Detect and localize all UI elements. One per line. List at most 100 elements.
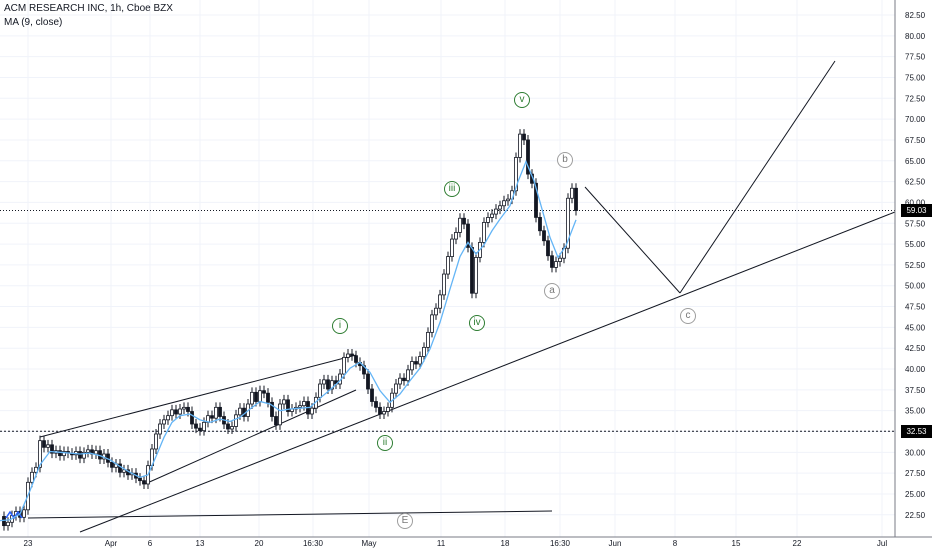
candle-body <box>194 423 198 429</box>
candle-body <box>154 433 158 450</box>
x-tick-label: May <box>361 539 376 548</box>
candle-body <box>122 469 126 473</box>
candle-series <box>2 129 578 531</box>
y-tick-label: 50.00 <box>905 282 926 291</box>
y-tick-label: 27.50 <box>905 469 926 478</box>
candle-body <box>570 187 574 199</box>
candle-body <box>410 361 414 371</box>
candle-body <box>258 390 262 402</box>
y-tick-label: 70.00 <box>905 115 926 124</box>
x-tick-label: Jul <box>877 539 887 548</box>
candle-body <box>226 423 230 430</box>
wave-label-a: a <box>544 283 560 299</box>
y-tick-label: 22.50 <box>905 511 926 520</box>
candle-body <box>382 411 386 415</box>
candle-body <box>186 406 190 412</box>
candle-body <box>262 390 266 394</box>
x-tick-label: 6 <box>148 539 153 548</box>
y-tick-label: 42.50 <box>905 344 926 353</box>
wave-label-c: c <box>680 308 696 324</box>
candle-body <box>490 213 494 218</box>
candle-body <box>414 361 418 365</box>
candle-body <box>166 415 170 421</box>
candle-body <box>170 409 174 417</box>
candle-body <box>574 187 578 211</box>
candle-body <box>542 230 546 242</box>
candle-body <box>174 409 178 415</box>
candle-body <box>534 182 538 218</box>
candle-body <box>350 353 354 357</box>
candle-body <box>566 197 570 249</box>
candle-body <box>370 388 374 402</box>
y-tick-label: 72.50 <box>905 94 926 103</box>
candle-body <box>118 463 122 473</box>
y-tick-label: 82.50 <box>905 11 926 20</box>
x-tick-label: 8 <box>673 539 678 548</box>
trendline <box>144 389 357 485</box>
x-tick-label: 18 <box>501 539 510 548</box>
candle-body <box>418 356 422 365</box>
candle-body <box>178 408 182 415</box>
wave-label-b: b <box>557 152 573 168</box>
x-tick-label: 16:30 <box>303 539 324 548</box>
candle-body <box>86 449 90 453</box>
x-tick-label: Apr <box>105 539 118 548</box>
candle-body <box>538 217 542 232</box>
candle-body <box>94 450 98 455</box>
candle-body <box>238 407 242 416</box>
candle-body <box>466 223 470 248</box>
candle-body <box>42 440 46 448</box>
candle-body <box>470 247 474 294</box>
candle-body <box>474 257 478 294</box>
candle-body <box>2 516 6 527</box>
candle-body <box>526 139 530 175</box>
candle-body <box>318 383 322 398</box>
candle-body <box>182 406 186 410</box>
moving-average-series <box>0 159 577 522</box>
candle-body <box>234 414 238 427</box>
candle-body <box>198 427 202 432</box>
candle-body <box>250 391 254 405</box>
candle-body <box>6 521 10 527</box>
candle-body <box>142 480 146 485</box>
candle-body <box>162 419 166 425</box>
candle-body <box>434 307 438 316</box>
candle-body <box>394 383 398 394</box>
candle-body <box>514 157 518 192</box>
trendline <box>39 354 357 438</box>
candle-body <box>46 444 50 448</box>
candle-body <box>190 411 194 425</box>
indicator-legend: MA (9, close) <box>4 17 63 28</box>
candle-body <box>218 406 222 417</box>
candle-body <box>310 407 314 415</box>
candle-body <box>518 133 522 158</box>
candle-body <box>138 477 142 482</box>
y-tick-label: 47.50 <box>905 303 926 312</box>
candle-body <box>214 406 218 419</box>
candle-body <box>254 391 258 402</box>
symbol-title: ACM RESEARCH INC, 1h, Cboe BZX <box>4 3 173 14</box>
wave-label-E: E <box>397 513 413 529</box>
x-tick-label: Jun <box>609 539 622 548</box>
y-tick-label: 35.00 <box>905 407 926 416</box>
y-tick-label: 77.50 <box>905 53 926 62</box>
x-tick-label: 16:30 <box>550 539 571 548</box>
x-tick-label: 11 <box>437 539 446 548</box>
y-tick-label: 52.50 <box>905 261 926 270</box>
candle-body <box>286 399 290 412</box>
candle-body <box>58 450 62 457</box>
y-tick-label: 55.00 <box>905 240 926 249</box>
y-tick-label: 57.50 <box>905 219 926 228</box>
candle-body <box>342 356 346 375</box>
candle-body <box>82 451 86 459</box>
candle-body <box>446 256 450 275</box>
candle-body <box>202 421 206 432</box>
candle-body <box>426 331 430 348</box>
x-tick-label: 13 <box>196 539 205 548</box>
candle-body <box>498 205 502 210</box>
wave-label-iii: iii <box>444 181 460 197</box>
x-tick-label: 15 <box>732 539 741 548</box>
candle-body <box>450 238 454 257</box>
